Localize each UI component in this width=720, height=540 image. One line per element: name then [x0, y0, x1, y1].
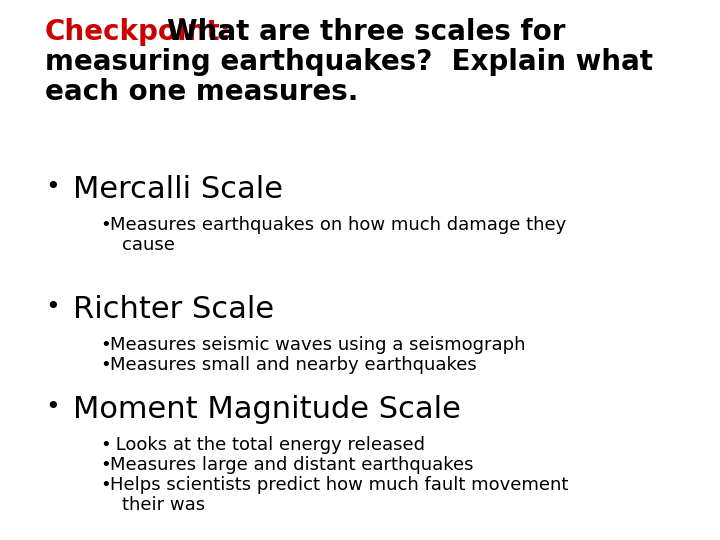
Text: Looks at the total energy released: Looks at the total energy released [110, 436, 425, 454]
Text: •: • [100, 356, 111, 374]
Text: each one measures.: each one measures. [45, 78, 359, 106]
Text: Checkpoint:: Checkpoint: [45, 18, 232, 46]
Text: •: • [100, 476, 111, 494]
Text: •: • [100, 216, 111, 234]
Text: Moment Magnitude Scale: Moment Magnitude Scale [73, 395, 461, 424]
Text: Measures seismic waves using a seismograph: Measures seismic waves using a seismogra… [110, 336, 526, 354]
Text: Richter Scale: Richter Scale [73, 295, 274, 324]
Text: Measures earthquakes on how much damage they: Measures earthquakes on how much damage … [110, 216, 566, 234]
Text: •: • [100, 456, 111, 474]
Text: Mercalli Scale: Mercalli Scale [73, 175, 283, 204]
Text: •: • [45, 175, 60, 199]
Text: measuring earthquakes?  Explain what: measuring earthquakes? Explain what [45, 48, 653, 76]
Text: •: • [100, 336, 111, 354]
Text: •: • [45, 395, 60, 419]
Text: Measures small and nearby earthquakes: Measures small and nearby earthquakes [110, 356, 477, 374]
Text: their was: their was [122, 496, 205, 514]
Text: cause: cause [122, 236, 175, 254]
Text: What are three scales for: What are three scales for [167, 18, 565, 46]
Text: •: • [100, 436, 111, 454]
Text: •: • [45, 295, 60, 319]
Text: Measures large and distant earthquakes: Measures large and distant earthquakes [110, 456, 474, 474]
Text: Helps scientists predict how much fault movement: Helps scientists predict how much fault … [110, 476, 568, 494]
